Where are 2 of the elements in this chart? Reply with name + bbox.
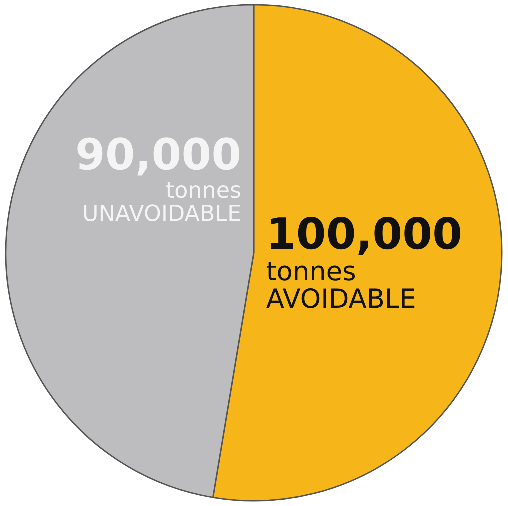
data-label: 100,000 [271,217,460,256]
slice-label: tonnes AVOIDABLE [266,262,415,308]
